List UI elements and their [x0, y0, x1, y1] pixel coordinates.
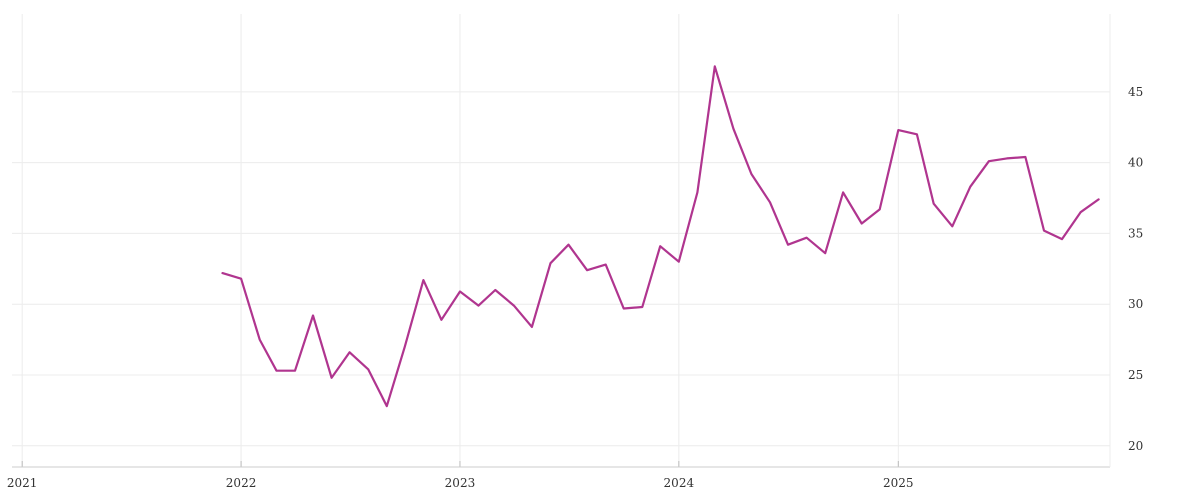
y-tick-label: 35 — [1128, 226, 1143, 240]
y-tick-label: 25 — [1128, 368, 1143, 382]
x-tick-label: 2024 — [664, 476, 695, 490]
x-tick-label: 2023 — [445, 476, 476, 490]
axes — [12, 14, 1111, 468]
y-tick-label: 20 — [1128, 439, 1143, 453]
y-tick-label: 45 — [1128, 85, 1143, 99]
y-tick-label: 30 — [1128, 297, 1143, 311]
x-tick-label: 2022 — [226, 476, 257, 490]
grid-lines — [12, 14, 1110, 467]
y-tick-label: 40 — [1128, 156, 1143, 170]
series-line — [221, 65, 1100, 408]
x-tick-label: 2025 — [883, 476, 914, 490]
series-layer — [221, 65, 1100, 408]
x-tick-label: 2021 — [7, 476, 38, 490]
